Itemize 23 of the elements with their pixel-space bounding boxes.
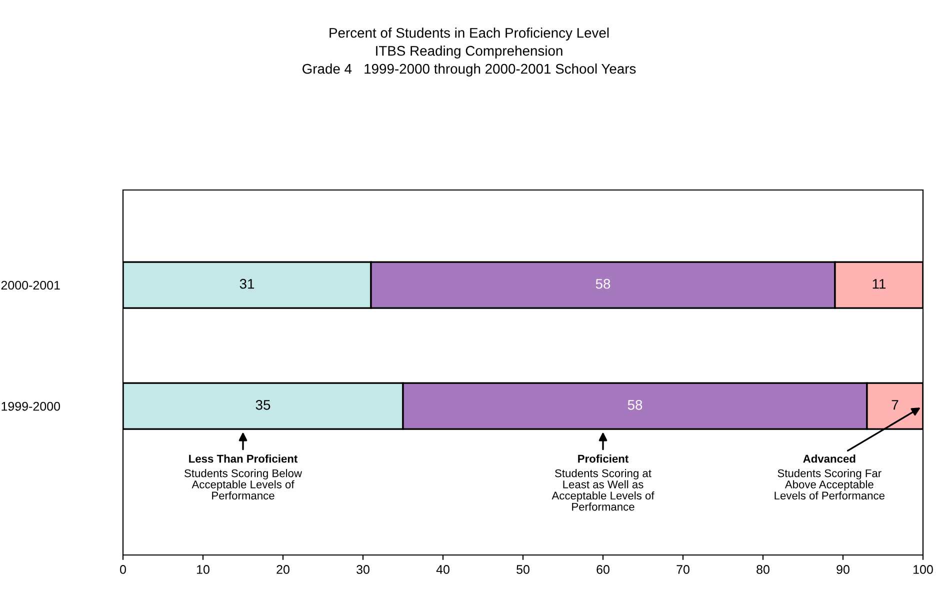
data-label: 7 bbox=[892, 400, 898, 410]
annotation: Less Than Proficient Students Scoring Below Acceptable Levels of Performance bbox=[184, 454, 302, 500]
x-tick-label: 70 bbox=[676, 565, 690, 574]
x-tick-label: 30 bbox=[356, 565, 370, 574]
data-label: 58 bbox=[596, 278, 610, 289]
data-label: 35 bbox=[256, 400, 270, 410]
x-tick-label: 60 bbox=[596, 565, 610, 574]
data-label: 11 bbox=[872, 279, 886, 289]
x-tick-label: 90 bbox=[836, 565, 850, 574]
x-tick-label: 50 bbox=[516, 565, 530, 574]
annotation: Advanced Students Scoring Far Above Acceptable Levels of Performance bbox=[774, 454, 884, 500]
y-tick-label: 1999-2000 bbox=[2, 402, 60, 411]
x-tick-label: 100 bbox=[914, 565, 933, 574]
x-tick-label: 80 bbox=[756, 565, 770, 574]
x-tick-label: 20 bbox=[276, 565, 290, 574]
annotation: Proficient Students Scoring at Least as Well as Acceptable Levels of Performance bbox=[552, 454, 654, 511]
data-label: 31 bbox=[240, 278, 254, 289]
x-tick-label: 10 bbox=[197, 565, 210, 574]
x-tick-label: 0 bbox=[120, 565, 126, 574]
y-tick-label: 2000-2001 bbox=[1, 280, 60, 290]
x-tick-label: 40 bbox=[436, 565, 450, 574]
data-label: 58 bbox=[628, 400, 642, 410]
chart-title: Percent of Students in Each Proficiency Level ITBS Reading Comprehension Grade 4 1999-2000 through 2000-2001 School Years bbox=[302, 28, 636, 76]
